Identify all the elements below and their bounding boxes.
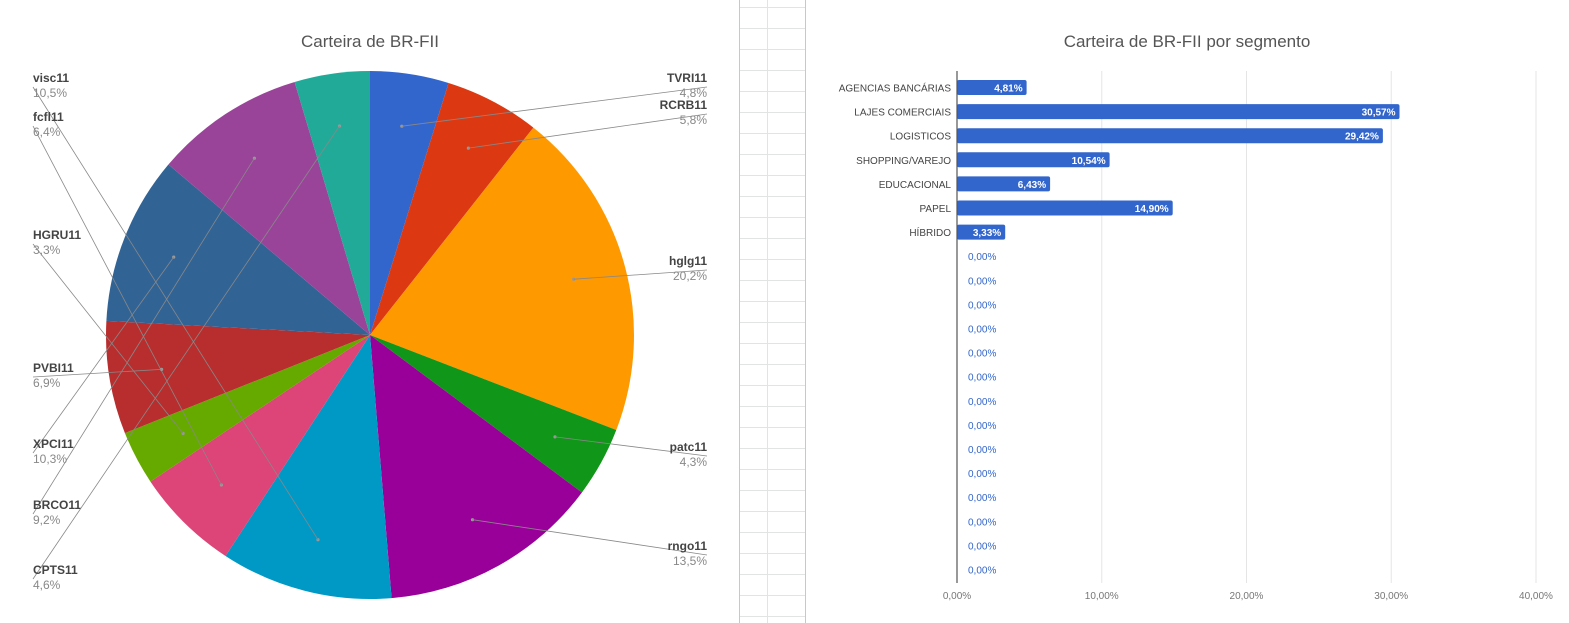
pie-slice-rcrb11 xyxy=(370,82,534,336)
pie-label-percent: 4,3% xyxy=(680,455,708,469)
x-tick-label: 40,00% xyxy=(1519,591,1553,602)
pie-leader-line xyxy=(573,269,708,280)
pie-chart-title: Carteira de BR-FII xyxy=(301,32,439,51)
bar-logisticos xyxy=(957,128,1383,144)
pie-label-percent: 5,8% xyxy=(680,113,708,127)
pie-label-percent: 9,2% xyxy=(33,513,61,527)
pie-label-name: rngo11 xyxy=(668,539,708,553)
pie-slice-rngo11 xyxy=(370,335,582,599)
pie-slice-fcfl11 xyxy=(150,335,370,556)
pie-label-name: XPCI11 xyxy=(33,437,74,451)
bar-value-label: 0,00% xyxy=(968,445,996,456)
pie-slice-hgru11 xyxy=(124,335,370,482)
pie-leader-line xyxy=(468,113,708,149)
bar-lajes-comerciais xyxy=(957,104,1400,120)
bar-value-label: 4,81% xyxy=(994,84,1022,95)
pie-label-name: PVBI11 xyxy=(33,361,74,375)
bar-value-label: 0,00% xyxy=(968,517,996,528)
bar-value-label: 0,00% xyxy=(968,325,996,336)
bar-shopping-varejo xyxy=(957,152,1110,168)
pie-chart-panel: Carteira de BR-FII TVRI11 4,8% RCRB11 5,8% h… xyxy=(0,0,740,623)
bar-value-label: 0,00% xyxy=(968,373,996,384)
pie-label-name: CPTS11 xyxy=(33,563,78,577)
bar-value-label: 30,57% xyxy=(1362,108,1396,119)
bar-value-label: 0,00% xyxy=(968,469,996,480)
pie-label-name: RCRB11 xyxy=(660,98,708,112)
pie-slice-xpci11 xyxy=(106,164,370,335)
bar-value-label: 0,00% xyxy=(968,493,996,504)
bar-value-label: 0,00% xyxy=(968,349,996,360)
pie-slice-pvbi11 xyxy=(106,320,370,434)
pie-label-name: HGRU11 xyxy=(33,228,81,242)
y-category-label: LOGISTICOS xyxy=(890,132,951,143)
pie-label-name: visc11 xyxy=(33,71,69,85)
pie-leader-line xyxy=(401,86,708,127)
pie-label-percent: 20,2% xyxy=(673,269,707,283)
pie-slice-tvri11 xyxy=(370,71,449,335)
pie-leader-line xyxy=(32,369,162,378)
bar-value-label: 0,00% xyxy=(968,541,996,552)
pie-slice-visc11 xyxy=(225,335,392,600)
pie-leader-line xyxy=(472,519,708,556)
bar-value-label: 0,00% xyxy=(968,397,996,408)
bar-agencias-banc-rias xyxy=(957,80,1027,95)
y-category-label: EDUCACIONAL xyxy=(879,180,952,191)
spreadsheet-grid-background xyxy=(740,0,806,623)
pie-leader-line xyxy=(32,125,340,580)
pie-slice-hglg11 xyxy=(370,127,635,431)
y-category-label: AGENCIAS BANCÁRIAS xyxy=(839,82,952,95)
bar-chart: Carteira de BR-FII por segmento 4,81% 30,… xyxy=(839,32,1553,602)
pie-label-percent: 6,9% xyxy=(33,376,61,390)
pie-label-percent: 10,5% xyxy=(33,86,67,100)
x-tick-label: 20,00% xyxy=(1230,591,1264,602)
bar-papel xyxy=(957,200,1173,216)
pie-leader-line xyxy=(32,256,175,454)
bar-value-label: 0,00% xyxy=(968,252,996,263)
bar-value-label: 6,43% xyxy=(1018,180,1046,191)
bar-educacional xyxy=(957,176,1051,192)
pie-slice-brco11 xyxy=(168,81,370,336)
pie-label-percent: 6,4% xyxy=(33,125,61,139)
bar-value-label: 14,90% xyxy=(1135,204,1169,215)
bar-chart-panel: Carteira de BR-FII por segmento 4,81% 30,… xyxy=(806,0,1569,623)
pie-slice-patc11 xyxy=(370,335,617,493)
y-category-label: SHOPPING/VAREJO xyxy=(856,156,951,167)
bar-h-brido xyxy=(957,224,1006,240)
pie-label-percent: 4,6% xyxy=(33,578,61,592)
x-tick-label: 30,00% xyxy=(1374,591,1408,602)
bar-chart-title: Carteira de BR-FII por segmento xyxy=(1064,32,1311,51)
bar-value-label: 0,00% xyxy=(968,276,996,287)
y-category-label: HÍBRIDO xyxy=(909,226,951,239)
bar-value-label: 29,42% xyxy=(1345,132,1379,143)
bar-value-label: 0,00% xyxy=(968,566,996,577)
pie-leader-line xyxy=(32,243,184,434)
y-category-label: LAJES COMERCIAIS xyxy=(854,108,951,119)
y-category-label: PAPEL xyxy=(920,204,952,215)
x-tick-label: 0,00% xyxy=(943,591,971,602)
pie-leader-line xyxy=(32,157,255,515)
pie-label-name: hglg11 xyxy=(669,254,707,268)
bar-value-label: 0,00% xyxy=(968,421,996,432)
pie-leader-line xyxy=(554,436,708,457)
pie-label-name: TVRI11 xyxy=(667,71,707,85)
pie-slice-cpts11 xyxy=(294,71,370,335)
pie-label-percent: 3,3% xyxy=(33,243,61,257)
pie-leader-line xyxy=(32,125,222,486)
pie-label-percent: 10,3% xyxy=(33,452,67,466)
bar-value-label: 3,33% xyxy=(973,228,1001,239)
bar-value-label: 0,00% xyxy=(968,300,996,311)
pie-label-name: BRCO11 xyxy=(33,498,81,512)
pie-leader-line xyxy=(32,86,319,540)
pie-label-name: patc11 xyxy=(670,440,708,454)
x-tick-label: 10,00% xyxy=(1085,591,1119,602)
bar-value-label: 10,54% xyxy=(1072,156,1106,167)
pie-label-percent: 4,8% xyxy=(680,86,708,100)
pie-label-name: fcfl11 xyxy=(33,110,64,124)
pie-label-percent: 13,5% xyxy=(673,554,707,568)
